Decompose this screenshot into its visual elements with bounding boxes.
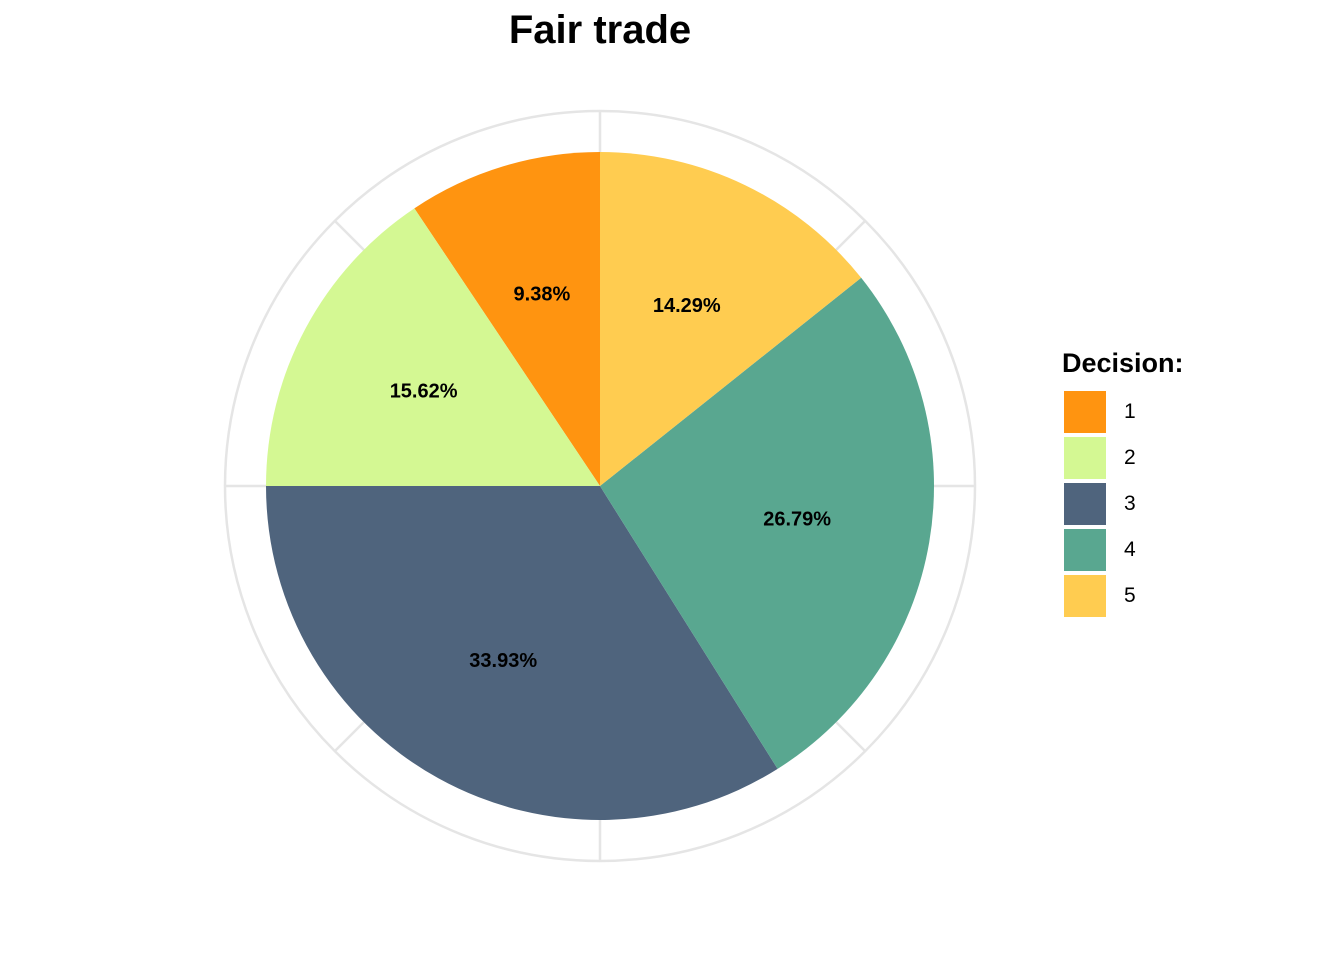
legend-item-5: 5 xyxy=(1062,573,1184,619)
legend-label-2: 2 xyxy=(1124,446,1136,469)
legend-label-3: 3 xyxy=(1124,492,1136,515)
pie-slice-4 xyxy=(600,277,934,769)
legend-title: Decision: xyxy=(1062,348,1184,378)
slice-labels: 9.38% 15.62% 33.93% 26.79% 14.29% xyxy=(390,284,832,672)
legend-item-2: 2 xyxy=(1062,435,1184,481)
legend-label-5: 5 xyxy=(1124,584,1136,607)
legend-swatch-3 xyxy=(1064,483,1106,525)
legend-swatch-5 xyxy=(1064,575,1106,617)
legend: Decision: 1 2 3 4 5 xyxy=(1062,348,1184,619)
pie-slice-2 xyxy=(266,208,600,486)
pie-slice-1 xyxy=(414,152,600,486)
legend-items: 1 2 3 4 5 xyxy=(1062,389,1184,619)
legend-label-4: 4 xyxy=(1124,538,1136,561)
pie-slice-5 xyxy=(600,152,862,486)
slice-label-5: 14.29% xyxy=(653,295,721,317)
legend-swatch-2 xyxy=(1064,437,1106,479)
pie-slice-3 xyxy=(266,485,778,820)
slice-label-3: 33.93% xyxy=(469,650,537,672)
slice-label-2: 15.62% xyxy=(390,381,458,403)
pie-slices xyxy=(266,152,934,820)
legend-item-1: 1 xyxy=(1062,389,1184,435)
legend-swatch-1 xyxy=(1064,391,1106,433)
legend-label-1: 1 xyxy=(1124,400,1136,423)
slice-label-4: 26.79% xyxy=(763,509,831,531)
legend-item-4: 4 xyxy=(1062,527,1184,573)
legend-item-3: 3 xyxy=(1062,481,1184,527)
chart-title: Fair trade xyxy=(508,8,692,52)
legend-swatch-4 xyxy=(1064,529,1106,571)
slice-label-1: 9.38% xyxy=(514,284,571,306)
